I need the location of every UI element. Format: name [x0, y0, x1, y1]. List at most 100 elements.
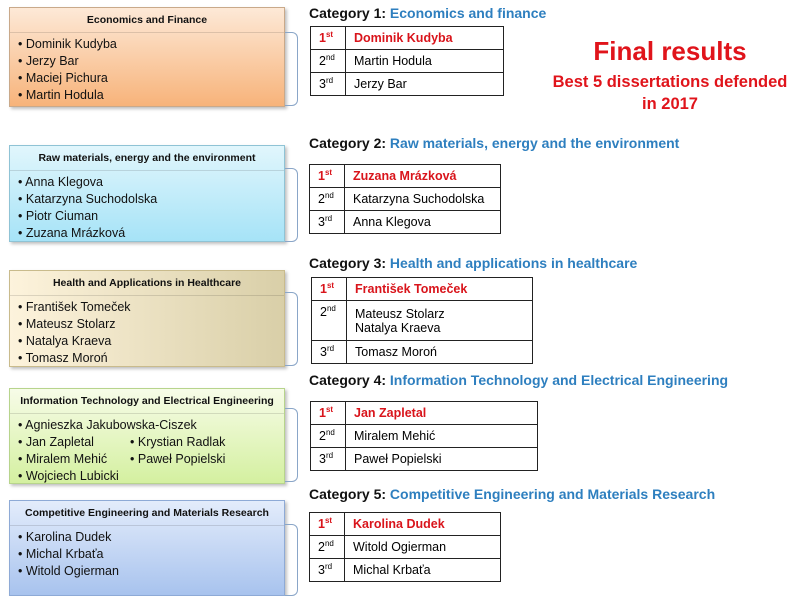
place-suffix: rd: [325, 451, 334, 461]
place-suffix: nd: [326, 304, 336, 313]
table-row: 1st Jan Zapletal: [310, 401, 538, 425]
second-cell: Witold Ogierman: [344, 535, 501, 559]
results-table-4: 1st Jan Zapletal 2nd Miralem Mehić 3rd Pawe…: [310, 401, 538, 471]
list-item: Dominik Kudyba: [18, 36, 284, 53]
table-row: 3rd Anna Klegova: [309, 210, 501, 234]
final-subtitle-1: Best 5 dissertations defended: [552, 73, 788, 91]
list-item: Mateusz Stolarz: [18, 316, 284, 333]
table-row: 3rd Paweł Popielski: [310, 447, 538, 471]
category-label: Category 2:: [309, 135, 387, 151]
list-item: Katarzyna Suchodolska: [18, 191, 284, 208]
third-cell: Paweł Popielski: [345, 447, 538, 471]
results-table-3: 1st František Tomeček 2nd Mateusz Stolarz N…: [311, 277, 533, 364]
bracket: [285, 524, 298, 596]
list-item: František Tomeček: [18, 299, 284, 316]
category-label: Category 4:: [309, 372, 387, 388]
table-row: 1st Karolina Dudek: [309, 512, 501, 536]
table-row: 3rd Michal Krbaťa: [309, 558, 501, 582]
final-results: Final results Best 5 dissertations defen…: [540, 36, 800, 115]
second-cell: Mateusz Stolarz Natalya Kraeva: [346, 300, 533, 341]
list-item: Wojciech Lubicki: [18, 468, 284, 485]
place-suffix: nd: [325, 428, 335, 438]
place-number: 2: [318, 192, 325, 207]
list-item: Karolina Dudek: [18, 529, 284, 546]
place-suffix: rd: [325, 76, 334, 86]
box-title: Competitive Engineering and Materials Re…: [10, 501, 284, 526]
category-label: Category 5:: [309, 486, 387, 502]
place-cell: 3rd: [310, 447, 346, 471]
second-cell: Katarzyna Suchodolska: [344, 187, 501, 211]
winner-cell: Zuzana Mrázková: [344, 164, 501, 188]
winner-cell: Dominik Kudyba: [345, 26, 504, 50]
place-number: 2: [319, 54, 326, 69]
place-cell: 3rd: [309, 558, 345, 582]
member-list: František TomečekMateusz StolarzNatalya …: [10, 296, 284, 367]
table-row: 2nd Mateusz Stolarz Natalya Kraeva: [311, 300, 533, 341]
category-label: Category 1:: [309, 5, 387, 21]
member-list: Anna KlegovaKatarzyna SuchodolskaPiotr C…: [10, 171, 284, 242]
third-cell: Jerzy Bar: [345, 72, 504, 96]
place-cell: 2nd: [309, 535, 345, 559]
place-number: 3: [319, 77, 326, 92]
second-name: Katarzyna Suchodolska: [353, 192, 485, 206]
place-suffix: st: [324, 516, 333, 526]
member-list: Dominik KudybaJerzy BarMaciej PichuraMar…: [10, 33, 284, 104]
list-item: Krystian Radlak: [130, 434, 242, 451]
place-cell: 1st: [309, 512, 345, 536]
table-row: 1st Zuzana Mrázková: [309, 164, 501, 188]
category-title: Health and applications in healthcare: [389, 255, 638, 271]
category-title: Raw materials, energy and the environmen…: [389, 135, 680, 151]
table-row: 1st František Tomeček: [311, 277, 533, 301]
results-table-2: 1st Zuzana Mrázková 2nd Katarzyna Suchodol…: [309, 164, 501, 234]
category-box-4: Information Technology and Electrical En…: [9, 388, 285, 484]
place-suffix: nd: [324, 191, 334, 201]
table-row: 1st Dominik Kudyba: [310, 26, 504, 50]
category-box-5: Competitive Engineering and Materials Re…: [9, 500, 285, 596]
place-suffix: st: [326, 281, 335, 291]
list-item: Jerzy Bar: [18, 53, 284, 70]
bracket: [285, 168, 298, 242]
place-cell: 2nd: [309, 187, 345, 211]
place-cell: 3rd: [311, 340, 347, 364]
second-name: Miralem Mehić: [354, 429, 436, 443]
list-item: Anna Klegova: [18, 174, 284, 191]
winner-cell: Karolina Dudek: [344, 512, 501, 536]
place-number: 3: [319, 452, 326, 467]
box-title: Economics and Finance: [10, 8, 284, 33]
category-heading-3: Category 3: Health and applications in h…: [309, 255, 637, 271]
list-item: Michal Krbaťa: [18, 546, 284, 563]
category-heading-4: Category 4: Information Technology and E…: [309, 372, 728, 388]
place-number: 2: [319, 429, 326, 444]
place-cell: 1st: [310, 26, 346, 50]
place-suffix: rd: [324, 214, 333, 224]
second-name: Witold Ogierman: [353, 540, 447, 554]
place-suffix: rd: [324, 562, 333, 572]
category-heading-5: Category 5: Competitive Engineering and …: [309, 486, 715, 502]
list-item: Jan Zapletal: [18, 434, 130, 451]
second-cell: Miralem Mehić: [345, 424, 538, 448]
third-cell: Anna Klegova: [344, 210, 501, 234]
results-table-1: 1st Dominik Kudyba 2nd Martin Hodula 3rd Je…: [310, 26, 504, 96]
winner-cell: Jan Zapletal: [345, 401, 538, 425]
list-item: Agnieszka Jakubowska-Ciszek: [18, 417, 284, 434]
place-suffix: rd: [326, 344, 335, 354]
place-number: 3: [320, 345, 327, 360]
list-item: Miralem Mehić: [18, 451, 130, 468]
place-number: 1: [318, 169, 325, 184]
table-row: 3rd Tomasz Moroń: [311, 340, 533, 364]
bracket: [285, 32, 298, 106]
list-item: Zuzana Mrázková: [18, 225, 284, 242]
second-name: Mateusz Stolarz: [355, 306, 445, 321]
place-cell: 2nd: [311, 300, 347, 341]
place-suffix: st: [325, 30, 334, 40]
category-label: Category 3:: [309, 255, 387, 271]
list-item: Maciej Pichura: [18, 70, 284, 87]
place-number: 2: [318, 540, 325, 555]
category-box-3: Health and Applications in HealthcareFra…: [9, 270, 285, 367]
table-row: 2nd Miralem Mehić: [310, 424, 538, 448]
place-cell: 2nd: [310, 424, 346, 448]
category-heading-2: Category 2: Raw materials, energy and th…: [309, 135, 679, 151]
place-number: 2: [320, 305, 327, 320]
place-number: 1: [319, 406, 326, 421]
second-name-b: Natalya Kraeva: [355, 320, 441, 335]
